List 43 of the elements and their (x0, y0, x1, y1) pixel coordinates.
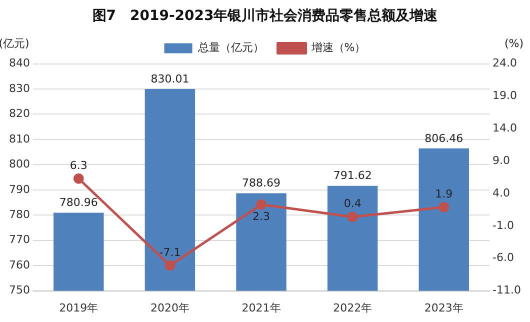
y-axis-title: (亿元) (0, 37, 30, 50)
y-tick-label: 770 (8, 233, 30, 246)
data-label: 806.46 (424, 132, 464, 145)
data-label: -7.1 (159, 246, 181, 259)
data-label: 0.4 (344, 197, 362, 210)
y2-tick-label: -1.0 (492, 218, 514, 232)
chart-title: 图7 2019-2023年银川市社会消费品零售总额及增速 (92, 7, 439, 24)
y2-tick-label: -6.0 (492, 251, 514, 264)
y2-tick-label: 9.0 (492, 154, 510, 167)
point (347, 212, 358, 222)
y-tick-label: 840 (8, 56, 30, 70)
y-tick-label: 790 (8, 182, 30, 196)
data-label: 788.69 (242, 176, 281, 190)
x-tick-label: 2019年 (59, 301, 98, 314)
y2-tick-label: 4.0 (492, 186, 510, 200)
y-tick-label: 760 (8, 258, 30, 272)
y2-tick-label: 19.0 (492, 89, 518, 102)
data-label: 6.3 (70, 158, 88, 172)
data-label: 791.62 (333, 169, 372, 182)
legend-label: 增速（%） (310, 41, 366, 54)
x-tick-label: 2020年 (150, 301, 190, 314)
y2-axis-title: (%) (504, 37, 524, 50)
y-tick-label: 810 (8, 132, 30, 146)
data-label: 830.01 (150, 72, 190, 86)
y2-tick-label: 24.0 (492, 56, 518, 70)
y-tick-label: 800 (8, 158, 30, 171)
data-label: 780.96 (59, 196, 98, 210)
point (438, 202, 450, 212)
point (256, 199, 267, 210)
point (164, 260, 176, 271)
legend-label: 总量（亿元） (196, 41, 264, 54)
y-tick-label: 830 (8, 82, 30, 95)
data-label: 2.3 (252, 210, 270, 223)
x-tick-label: 2022年 (333, 301, 372, 314)
y-tick-label: 750 (8, 284, 30, 297)
x-tick-label: 2021年 (242, 301, 281, 314)
y-tick-label: 820 (8, 107, 30, 120)
data-label: 1.9 (435, 187, 453, 200)
y2-tick-label: 14.0 (492, 122, 518, 135)
y-tick-label: 780 (8, 208, 30, 221)
y2-tick-label: -11.0 (492, 284, 522, 297)
x-tick-label: 2023年 (424, 301, 464, 314)
point (73, 173, 84, 184)
